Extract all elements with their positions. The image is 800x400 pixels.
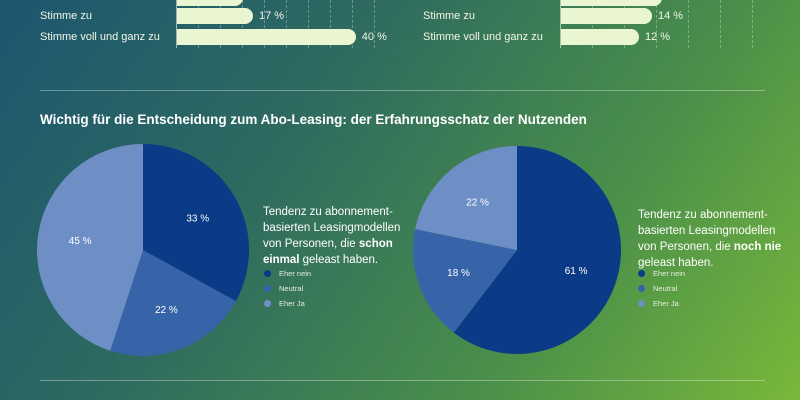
legend-item: Eher Ja	[638, 296, 685, 311]
bar-partial	[561, 0, 662, 6]
gridline	[752, 0, 753, 48]
gridline	[242, 0, 243, 48]
bar-value-label: 17 %	[258, 10, 285, 22]
bar-value-label: 40 %	[361, 31, 387, 43]
pie-slice-neutral	[110, 250, 236, 356]
gridline	[656, 0, 657, 48]
gridline	[352, 0, 353, 48]
legend-item: Eher nein	[638, 266, 685, 281]
bar-partial	[177, 0, 243, 6]
pie-value-label: 45 %	[69, 236, 92, 247]
divider	[40, 380, 765, 381]
gridline	[264, 0, 265, 48]
gridline	[720, 0, 721, 48]
bar	[561, 8, 652, 24]
pie-slice-neutral	[413, 229, 517, 333]
gridline	[198, 0, 199, 48]
pie-value-label: 61 %	[565, 266, 588, 277]
pie-value-label: 33 %	[186, 214, 209, 225]
legend-item: Neutral	[264, 281, 311, 296]
bar-value-label: 12 %	[645, 31, 671, 43]
legend-item: Eher nein	[264, 266, 311, 281]
legend-item: Eher Ja	[264, 296, 311, 311]
gridline	[330, 0, 331, 48]
pie-slice-eher-nein	[453, 146, 621, 355]
bar	[561, 29, 639, 45]
divider	[40, 90, 765, 91]
legend-item: Neutral	[638, 281, 685, 296]
pie-value-label: 22 %	[155, 305, 178, 316]
gridline	[220, 0, 221, 48]
axis-line	[176, 0, 177, 48]
gridline	[592, 0, 593, 48]
gridline	[624, 0, 625, 48]
pie-slice-eher-nein	[143, 144, 250, 302]
bar-label: Stimme voll und ganz zu	[423, 31, 543, 43]
legend-2: Eher nein Neutral Eher Ja	[638, 266, 685, 311]
bar	[177, 29, 356, 45]
legend-1: Eher nein Neutral Eher Ja	[264, 266, 311, 311]
pie-value-label: 22 %	[466, 198, 489, 209]
gridline	[286, 0, 287, 48]
section-title: Wichtig für die Entscheidung zum Abo-Lea…	[40, 112, 587, 127]
bar-value-label: 14 %	[658, 10, 684, 22]
bar-label: Stimme voll und ganz zu	[40, 31, 160, 43]
pie-slice-eher-ja	[415, 146, 517, 250]
pie-slice-eher-ja	[37, 144, 143, 351]
bar	[177, 8, 253, 24]
axis-line	[560, 0, 561, 48]
gridline	[308, 0, 309, 48]
pie1-description: Tendenz zu abonnement-basierten Leasingm…	[263, 206, 401, 266]
gridline	[688, 0, 689, 48]
bar-label: Stimme zu	[423, 10, 475, 22]
pie-value-label: 18 %	[447, 268, 470, 279]
bar-label: Stimme zu	[40, 10, 92, 22]
gridline	[374, 0, 375, 48]
pie2-description: Tendenz zu abonnement-basierten Leasingm…	[638, 209, 782, 269]
